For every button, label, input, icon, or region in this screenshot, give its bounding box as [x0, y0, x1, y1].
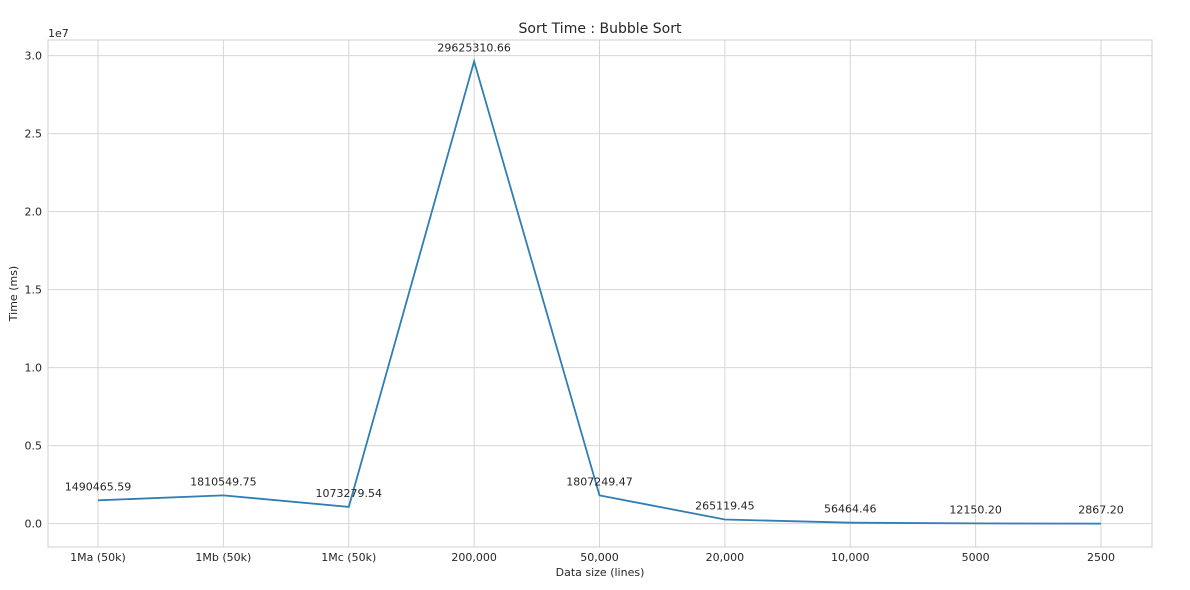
x-tick-label: 200,000: [451, 551, 497, 564]
y-tick-label: 2.5: [25, 128, 43, 141]
x-tick-label: 2500: [1087, 551, 1115, 564]
series-line-bubble-sort: [97, 58, 1102, 525]
data-labels: 1490465.59 1810549.75 1073279.54 29625310.6…: [65, 41, 1124, 516]
x-axis-label: Data size (lines): [556, 566, 645, 579]
x-tick-label: 50,000: [580, 551, 619, 564]
chart-title: Sort Time : Bubble Sort: [519, 21, 682, 37]
y-offset-label: 1e7: [48, 27, 69, 40]
x-tick-label: 1Mb (50k): [195, 551, 251, 564]
x-tick-label: 1Ma (50k): [70, 551, 126, 564]
grid-layer: [48, 40, 1152, 547]
x-tick-label: 1Mc (50k): [321, 551, 376, 564]
data-label: 1490465.59: [65, 480, 131, 493]
x-tick-label: 5000: [962, 551, 990, 564]
data-label: 12150.20: [949, 503, 1002, 516]
y-tick-label: 3.0: [25, 50, 43, 63]
data-label: 29625310.66: [437, 41, 510, 54]
x-tick-label: 10,000: [831, 551, 870, 564]
data-label: 1073279.54: [316, 487, 382, 500]
y-tick-label: 1.5: [25, 284, 43, 297]
x-tick-label: 20,000: [706, 551, 745, 564]
data-label: 56464.46: [824, 503, 877, 516]
y-tick-label: 1.0: [25, 362, 43, 375]
x-tick-labels: 1Ma (50k) 1Mb (50k) 1Mc (50k) 200,000 50,000…: [70, 551, 1115, 564]
y-tick-label: 2.0: [25, 206, 43, 219]
y-tick-label: 0.5: [25, 440, 43, 453]
y-tick-label: 0.0: [25, 518, 43, 531]
data-label: 2867.20: [1078, 504, 1124, 517]
data-label: 265119.45: [695, 499, 755, 512]
data-label: 1807249.47: [566, 475, 632, 488]
plot-frame: [47, 39, 1153, 548]
data-label: 1810549.75: [190, 475, 256, 488]
y-axis-label: Time (ms): [7, 266, 20, 322]
y-tick-labels: 0.0 0.5 1.0 1.5 2.0 2.5 3.0: [25, 50, 43, 531]
